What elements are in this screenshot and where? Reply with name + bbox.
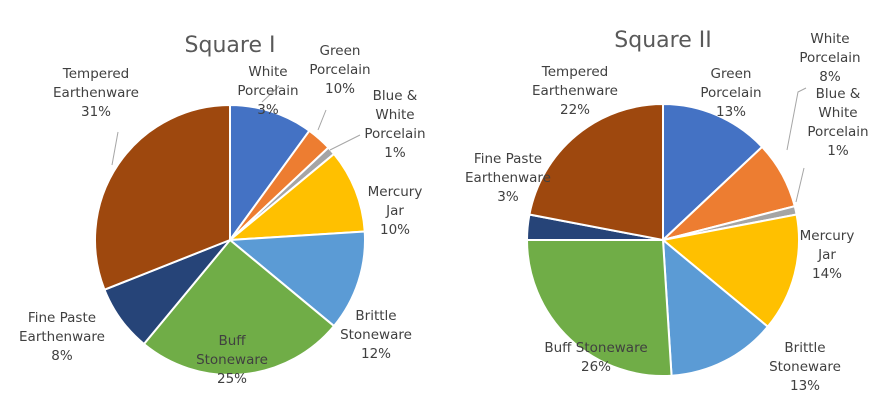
data-label-fine-paste-earthenware: Fine Paste Earthenware 8% [19,310,105,364]
data-label-brittle-stoneware: Brittle Stoneware 13% [769,340,841,394]
pie-slice-tempered-earthenware [94,103,231,291]
data-label-white-porcelain: White Porcelain 3% [237,64,298,118]
data-label-tempered-earthenware: Tempered Earthenware 31% [53,66,139,120]
data-label-buff-stoneware: Buff Stoneware 26% [544,340,647,375]
pie-slice-tempered-earthenware [528,102,664,242]
chart-title-square-1: Square I [185,33,276,58]
leader-line [317,109,327,131]
data-label-mercury-jar: Mercury Jar 10% [368,184,423,238]
leader-line [786,87,807,151]
leader-line [111,131,119,166]
pie-square-1: White Porcelain 3%Green Porcelain 10% Blue & W… [19,43,426,387]
pie-slice-buff-stoneware [142,238,336,376]
pie-slice-green-porcelain [662,102,764,243]
data-label-blue-white-porcelain: Blue & White Porcelain 1% [807,86,868,159]
data-label-tempered-earthenware: Tempered Earthenware 22% [532,64,618,118]
pie-slice-brittle-stoneware [661,237,770,377]
data-label-brittle-stoneware: Brittle Stoneware 12% [340,308,412,362]
data-label-mercury-jar: Mercury Jar 14% [800,228,855,282]
pie-slice-brittle-stoneware [227,230,366,328]
data-label-white-porcelain: White Porcelain 8% [799,31,860,85]
pie-square-2: Green Porcelain 13% White Porcelain 8%Blue & W… [465,31,869,394]
data-label-green-porcelain: Green Porcelain 10% [309,43,370,97]
leader-line [261,85,280,103]
leader-line [795,167,805,203]
pie-slice-buff-stoneware [525,239,673,377]
data-label-fine-paste-earthenware: Fine Paste Earthenware 3% [465,151,551,205]
pie-slice-mercury-jar [226,152,366,242]
data-label-buff-stoneware: Buff Stoneware 25% [196,333,268,387]
data-label-green-porcelain: Green Porcelain 13% [700,66,761,120]
chart-title-square-2: Square II [614,28,711,53]
pie-slice-mercury-jar [660,213,800,329]
pie-slice-white-porcelain [229,103,311,244]
data-label-blue-white-porcelain: Blue & White Porcelain 1% [364,88,425,161]
leader-line [329,134,361,151]
